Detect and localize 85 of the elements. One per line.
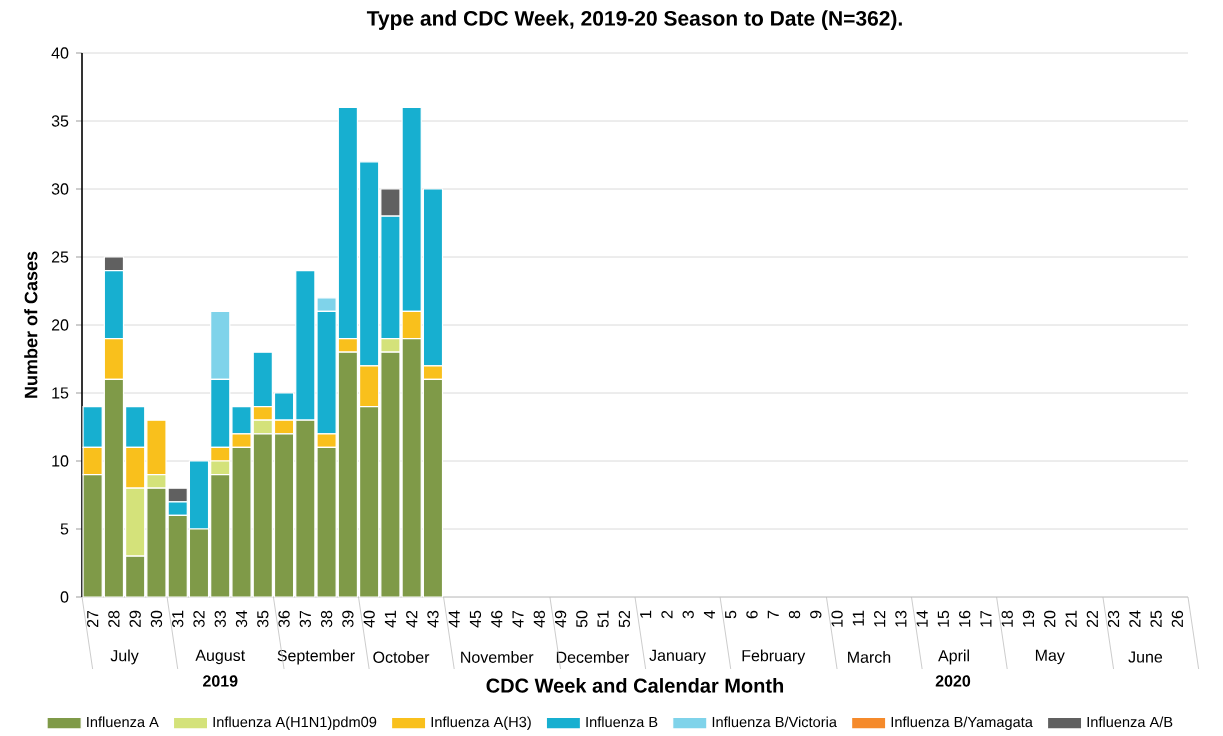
x-tick-label: 52 — [618, 610, 631, 628]
x-tick-label: 7 — [767, 610, 779, 619]
x-tick-label: 50 — [576, 610, 588, 628]
x-tick-label: 44 — [448, 610, 460, 628]
x-tick-label: 42 — [406, 610, 418, 628]
text: 2020 — [935, 675, 971, 687]
x-tick-label: 48 — [533, 610, 545, 628]
text: July — [110, 649, 139, 665]
x-tick-label: 47 — [512, 610, 524, 628]
x-tick-label: 10 — [831, 610, 843, 627]
x-tick-label: 30 — [150, 610, 163, 628]
text: December — [556, 651, 630, 663]
y-tick-label: 15 — [52, 387, 69, 399]
x-tick-label: 41 — [384, 610, 396, 628]
x-tick-label: 18 — [1001, 610, 1013, 627]
y-tick-label: 35 — [51, 115, 69, 127]
chart-title: Type and CDC Week, 2019-20 Season to Date (N=362). — [366, 10, 902, 30]
y-tick-label: 10 — [52, 455, 69, 467]
x-tick-label: 15 — [937, 610, 949, 627]
y-tick-label: 40 — [51, 47, 69, 59]
x-tick-label: 46 — [491, 610, 503, 628]
x-tick-label: 40 — [363, 610, 375, 628]
x-tick-label: 32 — [193, 610, 205, 628]
x-tick-label: 13 — [895, 610, 907, 627]
x-tick-label: 1 — [640, 610, 652, 618]
y-tick-label: 0 — [60, 591, 69, 603]
x-tick-label: 24 — [1129, 610, 1141, 628]
x-tick-label: 2 — [661, 610, 673, 619]
x-tick-label: 45 — [469, 610, 482, 628]
x-tick-label: 20 — [1044, 610, 1056, 628]
x-tick-label: 23 — [1107, 610, 1120, 628]
x-tick-label: 36 — [278, 610, 290, 628]
x-tick-label: 11 — [852, 610, 864, 626]
legend-label: Influenza B/Yamagata — [891, 716, 1033, 731]
x-tick-label: 5 — [725, 610, 737, 619]
y-tick-label: 20 — [51, 319, 69, 331]
x-tick-label: 8 — [788, 610, 801, 619]
x-tick-label: 43 — [427, 610, 439, 628]
x-tick-label: 14 — [916, 610, 928, 627]
x-tick-label: 4 — [703, 610, 715, 619]
text: September — [277, 649, 355, 665]
text: March — [848, 651, 891, 663]
text: October — [373, 651, 430, 663]
x-tick-label: 17 — [980, 610, 992, 627]
x-tick-label: 35 — [257, 610, 269, 628]
x-tick-label: 51 — [597, 610, 609, 628]
x-tick-label: 49 — [554, 610, 567, 628]
x-tick-label: 3 — [682, 610, 694, 619]
y-tick-label: 25 — [51, 251, 69, 263]
x-tick-label: 9 — [810, 610, 822, 619]
x-tick-label: 26 — [1171, 610, 1184, 628]
x-tick-label: 38 — [320, 610, 333, 628]
x-tick-label: 33 — [214, 610, 226, 628]
legend-label: Influenza A/B — [1087, 716, 1173, 728]
legend-label: Influenza A(H1N1)pdm09 — [213, 716, 377, 731]
x-tick-label: 34 — [235, 610, 248, 628]
legend-label: Influenza A — [87, 716, 159, 728]
legend-label: Influenza B/Victoria — [712, 716, 837, 728]
x-tick-label: 29 — [129, 610, 141, 628]
x-tick-label: 19 — [1022, 610, 1035, 627]
x-axis-title: CDC Week and Calendar Month — [486, 678, 784, 693]
legend-label: Influenza B — [586, 716, 658, 728]
text: 2019 — [203, 675, 238, 687]
text: August — [195, 649, 246, 665]
text: April — [938, 649, 969, 665]
x-tick-label: 28 — [108, 610, 120, 628]
y-axis-title: Number of Cases — [24, 251, 38, 398]
x-tick-label: 16 — [959, 610, 971, 627]
text: June — [1128, 651, 1163, 663]
y-tick-label: 5 — [60, 523, 69, 535]
x-tick-label: 22 — [1086, 610, 1098, 628]
text: January — [649, 649, 706, 665]
x-tick-label: 39 — [342, 610, 354, 628]
text: May — [1035, 649, 1065, 665]
x-tick-label: 27 — [87, 610, 99, 628]
text: February — [742, 649, 806, 665]
x-tick-label: 31 — [172, 610, 184, 628]
x-tick-label: 12 — [874, 610, 886, 627]
legend-label: Influenza A(H3) — [431, 716, 531, 731]
x-tick-label: 21 — [1065, 610, 1077, 628]
x-tick-label: 25 — [1150, 610, 1162, 628]
x-tick-label: 37 — [299, 610, 311, 628]
x-tick-label: 6 — [746, 610, 758, 619]
text: November — [461, 651, 534, 663]
y-tick-label: 30 — [51, 183, 69, 195]
